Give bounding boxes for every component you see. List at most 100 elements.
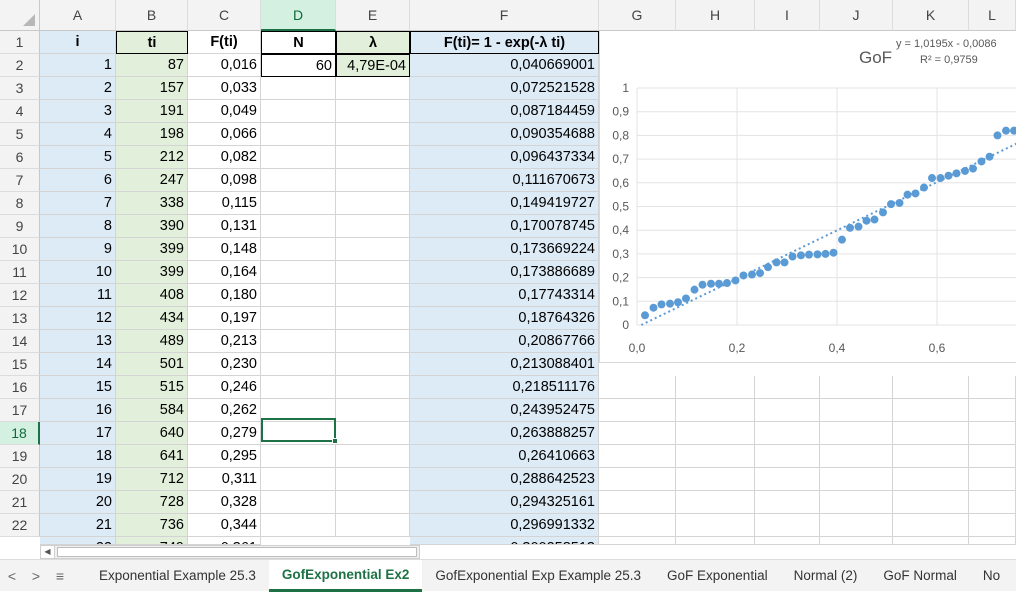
empty-cell[interactable] xyxy=(969,445,1016,468)
data-cell-ti[interactable]: 338 xyxy=(116,192,188,215)
row-header-6[interactable]: 6 xyxy=(0,146,40,169)
data-cell-ti[interactable]: 501 xyxy=(116,353,188,376)
data-cell-f-exp[interactable]: 0,087184459 xyxy=(410,100,599,123)
data-cell-f-exp[interactable]: 0,263888257 xyxy=(410,422,599,445)
data-cell-empty-d[interactable] xyxy=(261,169,336,192)
data-cell-f-ti[interactable]: 0,328 xyxy=(188,491,261,514)
data-cell-f-exp[interactable]: 0,173669224 xyxy=(410,238,599,261)
empty-cell[interactable] xyxy=(893,514,969,537)
header-cell-i[interactable]: i xyxy=(40,31,116,54)
data-cell-f-ti[interactable]: 0,115 xyxy=(188,192,261,215)
data-cell-i[interactable]: 10 xyxy=(40,261,116,284)
data-cell-partial[interactable]: 22 xyxy=(40,537,116,545)
row-header-11[interactable]: 11 xyxy=(0,261,40,284)
column-header-a[interactable]: A xyxy=(40,0,116,31)
empty-cell[interactable] xyxy=(755,468,820,491)
empty-cell[interactable] xyxy=(599,422,676,445)
empty-cell[interactable] xyxy=(755,537,820,545)
data-cell-f-ti[interactable]: 0,311 xyxy=(188,468,261,491)
data-cell-i[interactable]: 4 xyxy=(40,123,116,146)
data-cell-f-exp[interactable]: 0,18764326 xyxy=(410,307,599,330)
data-cell-i[interactable]: 21 xyxy=(40,514,116,537)
empty-cell[interactable] xyxy=(599,399,676,422)
empty-cell[interactable] xyxy=(676,468,755,491)
data-cell-f-exp[interactable]: 0,090354688 xyxy=(410,123,599,146)
data-cell-i[interactable]: 1 xyxy=(40,54,116,77)
sheet-tab[interactable]: GoF Normal xyxy=(883,568,957,583)
data-cell-i[interactable]: 19 xyxy=(40,468,116,491)
data-cell-f-exp[interactable]: 0,072521528 xyxy=(410,77,599,100)
empty-cell[interactable] xyxy=(676,491,755,514)
empty-cell[interactable] xyxy=(969,537,1016,545)
header-cell-n[interactable]: N xyxy=(261,31,336,54)
header-cell-lambda[interactable]: λ xyxy=(336,31,410,54)
data-cell-f-exp[interactable]: 0,149419727 xyxy=(410,192,599,215)
sheet-tab[interactable]: Normal (2) xyxy=(793,568,858,583)
data-cell-empty-e[interactable] xyxy=(336,468,410,491)
column-header-f[interactable]: F xyxy=(410,0,599,31)
data-cell-empty-d[interactable] xyxy=(261,146,336,169)
data-cell-ti[interactable]: 408 xyxy=(116,284,188,307)
scroll-thumb[interactable] xyxy=(57,547,417,557)
data-cell-f-exp[interactable]: 0,170078745 xyxy=(410,215,599,238)
data-cell-empty-d[interactable] xyxy=(261,261,336,284)
data-cell-partial[interactable]: 0,361 xyxy=(188,537,261,545)
row-header-2[interactable]: 2 xyxy=(0,54,40,77)
empty-cell[interactable] xyxy=(676,376,755,399)
data-cell-f-ti[interactable]: 0,033 xyxy=(188,77,261,100)
data-cell-i[interactable]: 7 xyxy=(40,192,116,215)
row-header-20[interactable]: 20 xyxy=(0,468,40,491)
data-cell-ti[interactable]: 247 xyxy=(116,169,188,192)
sheet-tab[interactable]: GoF Exponential xyxy=(667,568,768,583)
empty-cell[interactable] xyxy=(820,537,893,545)
sheet-tab[interactable]: Exponential Example 25.3 xyxy=(99,568,256,583)
data-cell-i[interactable]: 8 xyxy=(40,215,116,238)
row-header-22[interactable]: 22 xyxy=(0,514,40,537)
data-cell-empty-e[interactable] xyxy=(336,514,410,537)
data-cell-f-ti[interactable]: 0,131 xyxy=(188,215,261,238)
data-cell-f-ti[interactable]: 0,148 xyxy=(188,238,261,261)
column-header-j[interactable]: J xyxy=(820,0,893,31)
data-cell-f-ti[interactable]: 0,082 xyxy=(188,146,261,169)
data-cell-f-ti[interactable]: 0,164 xyxy=(188,261,261,284)
empty-cell[interactable] xyxy=(755,445,820,468)
row-header-13[interactable]: 13 xyxy=(0,307,40,330)
empty-cell[interactable] xyxy=(969,491,1016,514)
data-cell-empty-e[interactable] xyxy=(336,261,410,284)
empty-cell[interactable] xyxy=(893,537,969,545)
data-cell-empty-e[interactable] xyxy=(336,307,410,330)
column-header-h[interactable]: H xyxy=(676,0,755,31)
data-cell-i[interactable]: 14 xyxy=(40,353,116,376)
data-cell-empty-e[interactable] xyxy=(336,215,410,238)
data-cell-ti[interactable]: 584 xyxy=(116,399,188,422)
data-cell-f-exp[interactable]: 0,288642523 xyxy=(410,468,599,491)
data-cell-empty-e[interactable] xyxy=(336,330,410,353)
data-cell-i[interactable]: 6 xyxy=(40,169,116,192)
empty-cell[interactable] xyxy=(820,376,893,399)
row-header-7[interactable]: 7 xyxy=(0,169,40,192)
data-cell-partial[interactable]: 749 xyxy=(116,537,188,545)
empty-cell[interactable] xyxy=(893,376,969,399)
data-cell-i[interactable]: 3 xyxy=(40,100,116,123)
data-cell-empty-e[interactable] xyxy=(336,284,410,307)
data-cell-ti[interactable]: 434 xyxy=(116,307,188,330)
empty-cell[interactable] xyxy=(969,376,1016,399)
row-header-3[interactable]: 3 xyxy=(0,77,40,100)
row-header-19[interactable]: 19 xyxy=(0,445,40,468)
data-cell-empty-d[interactable] xyxy=(261,514,336,537)
empty-cell[interactable] xyxy=(893,445,969,468)
data-cell-ti[interactable]: 157 xyxy=(116,77,188,100)
data-cell-ti[interactable]: 712 xyxy=(116,468,188,491)
data-cell-empty-d[interactable] xyxy=(261,468,336,491)
data-cell-i[interactable]: 9 xyxy=(40,238,116,261)
empty-cell[interactable] xyxy=(969,514,1016,537)
data-cell-ti[interactable]: 641 xyxy=(116,445,188,468)
empty-cell[interactable] xyxy=(599,445,676,468)
header-cell-f-exp[interactable]: F(ti)= 1 - exp(-λ ti) xyxy=(410,31,599,54)
data-cell-empty-d[interactable] xyxy=(261,399,336,422)
data-cell-f-exp[interactable]: 0,294325161 xyxy=(410,491,599,514)
row-header-17[interactable]: 17 xyxy=(0,399,40,422)
empty-cell[interactable] xyxy=(755,422,820,445)
empty-cell[interactable] xyxy=(820,422,893,445)
